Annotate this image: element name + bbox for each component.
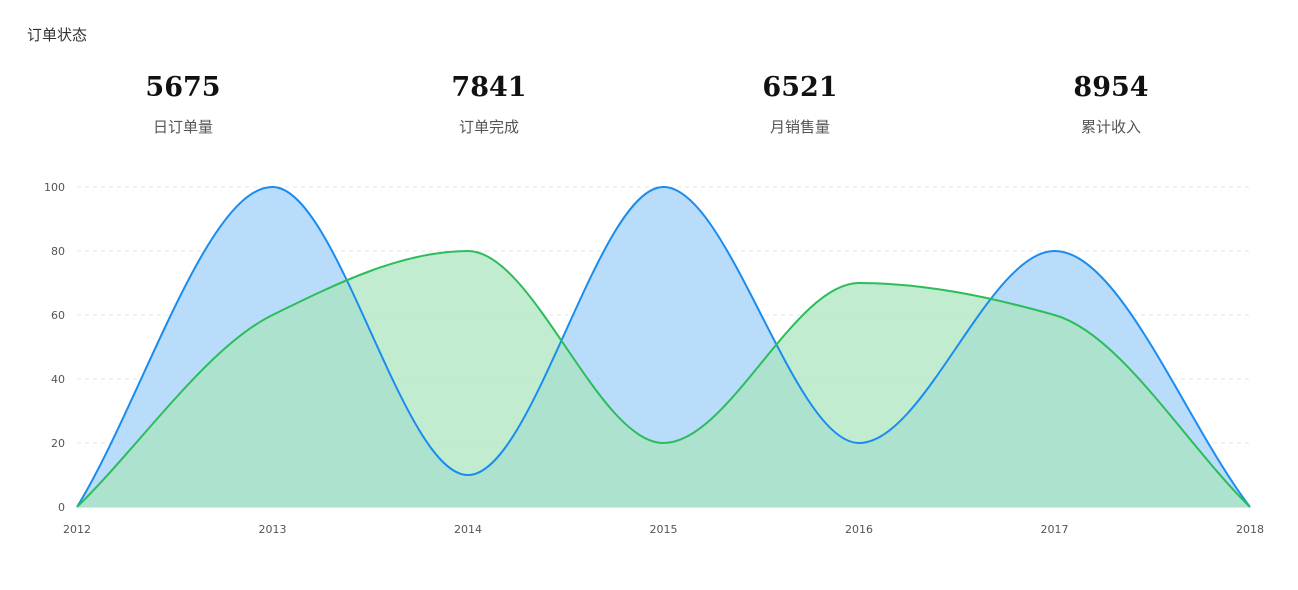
stat-daily-orders: 5675 日订单量 bbox=[113, 70, 253, 137]
stat-total-revenue: 8954 累计收入 bbox=[1041, 70, 1181, 137]
stat-label: 订单完成 bbox=[458, 118, 519, 136]
stat-value: 7841 bbox=[451, 72, 527, 103]
x-tick-label: 2016 bbox=[845, 523, 873, 536]
series-line-2 bbox=[76, 249, 1251, 508]
x-tick-label: 2018 bbox=[1236, 523, 1264, 536]
stat-value: 5675 bbox=[145, 72, 221, 103]
stat-label: 日订单量 bbox=[152, 118, 213, 136]
series-area-2 bbox=[77, 251, 1250, 507]
x-tick-label: 2014 bbox=[454, 523, 482, 536]
stat-value: 8954 bbox=[1073, 72, 1149, 103]
y-tick-label: 80 bbox=[51, 245, 65, 258]
x-tick-label: 2012 bbox=[63, 523, 91, 536]
stat-monthly-sales: 6521 月销售量 bbox=[730, 70, 870, 137]
stat-orders-completed: 7841 订单完成 bbox=[419, 70, 559, 137]
y-tick-label: 40 bbox=[51, 373, 65, 386]
y-tick-label: 0 bbox=[58, 501, 65, 514]
y-tick-label: 60 bbox=[51, 309, 65, 322]
x-tick-label: 2017 bbox=[1041, 523, 1069, 536]
series-line-1 bbox=[76, 185, 1251, 508]
y-tick-label: 20 bbox=[51, 437, 65, 450]
x-tick-label: 2013 bbox=[259, 523, 287, 536]
x-tick-label: 2015 bbox=[650, 523, 678, 536]
y-tick-label: 100 bbox=[44, 181, 65, 194]
stat-value: 6521 bbox=[762, 72, 838, 103]
stat-label: 累计收入 bbox=[1080, 118, 1141, 136]
chart-title: 订单状态 bbox=[27, 26, 88, 44]
stat-label: 月销售量 bbox=[769, 118, 830, 136]
